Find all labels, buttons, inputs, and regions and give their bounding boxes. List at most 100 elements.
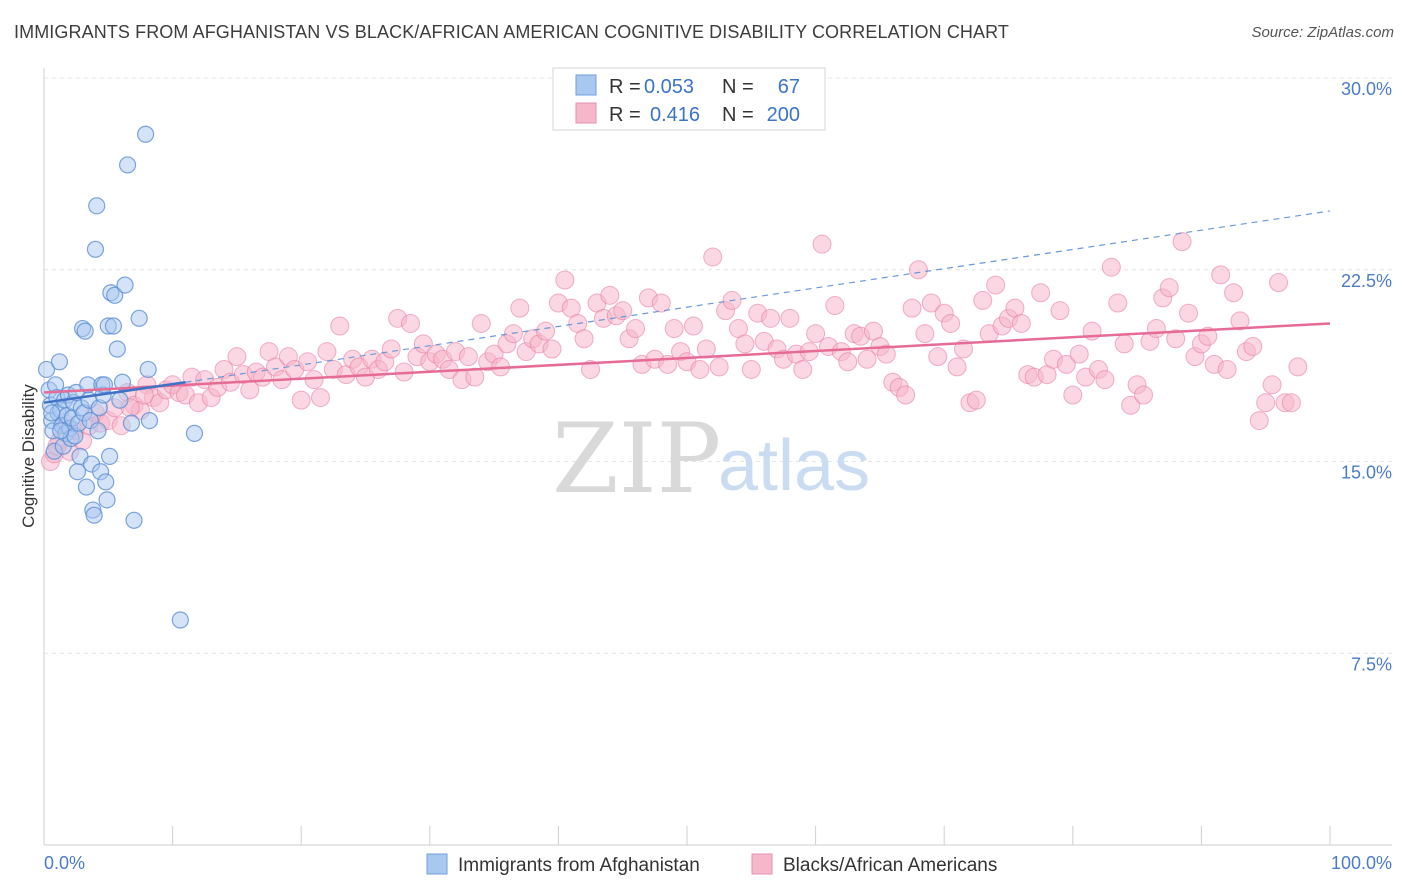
point-afghanistan [111,391,129,409]
point-blacks [1230,311,1250,331]
point-afghanistan [89,422,107,440]
point-blacks [510,298,530,318]
x-tick-label: 100.0% [1331,853,1392,873]
point-blacks [1249,411,1269,431]
point-afghanistan [98,491,116,509]
point-blacks [1095,370,1115,390]
point-blacks [1211,265,1231,285]
bottom-legend-swatch-pink [751,853,773,875]
point-blacks [1050,301,1070,321]
point-afghanistan [185,424,204,442]
point-blacks [683,316,703,336]
watermark-zip: ZIP [552,403,721,515]
point-blacks [1146,319,1166,339]
point-blacks [928,347,948,367]
point-blacks [780,308,800,328]
point-afghanistan [97,473,115,491]
point-blacks [401,313,421,333]
point-blacks [1063,385,1083,405]
point-blacks [806,324,826,344]
point-blacks [613,301,633,321]
point-afghanistan [77,478,96,496]
point-blacks [986,275,1006,295]
point-blacks [1243,336,1263,356]
legend-box [552,67,826,131]
y-tick-label: 7.5% [1351,654,1392,674]
point-afghanistan [140,411,159,430]
point-blacks [1224,283,1244,303]
point-blacks [1069,344,1089,364]
y-tick-labels: 7.5% 15.0% 22.5% 30.0% [1341,79,1392,674]
point-blacks [581,359,601,379]
point-blacks [310,388,330,408]
point-blacks [304,370,324,390]
point-blacks [690,359,710,379]
point-blacks [735,334,755,354]
x-tick-label: 0.0% [44,853,85,873]
point-afghanistan [76,322,94,340]
point-blacks [1262,375,1282,395]
point-afghanistan [122,414,141,432]
point-blacks [1166,329,1186,349]
point-blacks [696,339,716,359]
point-blacks [1256,393,1276,413]
source-credit: Source: ZipAtlas.com [1251,24,1394,41]
correlation-legend: R = 0.053 N = 67 R = 0.416 N = 200 [552,67,826,131]
legend-n-label: N = [722,76,754,98]
point-blacks [966,390,986,410]
point-blacks [458,347,478,367]
point-afghanistan [171,611,189,629]
point-blacks [536,321,556,341]
point-blacks [1134,385,1154,405]
point-blacks [555,270,575,290]
point-blacks [709,357,729,377]
point-blacks [413,334,433,354]
chart-title: IMMIGRANTS FROM AFGHANISTAN VS BLACK/AFR… [14,22,1010,42]
point-afghanistan [104,317,123,335]
legend-n-value: 67 [778,76,800,98]
legend-n-label: N = [722,104,754,126]
point-blacks [1114,334,1134,354]
legend-r-label: R = [609,76,641,98]
point-blacks [381,339,401,359]
point-blacks [921,293,941,313]
point-blacks [227,347,247,367]
point-blacks [741,359,761,379]
point-blacks [1172,232,1192,252]
y-tick-label: 15.0% [1341,463,1392,483]
watermark: ZIP atlas [552,403,870,515]
point-blacks [973,290,993,310]
point-blacks [471,313,491,333]
point-blacks [812,234,832,254]
point-blacks [896,385,916,405]
point-blacks [600,285,620,305]
legend-n-value: 200 [767,104,800,126]
trend-line-afghanistan [43,381,186,404]
point-afghanistan [108,340,126,358]
y-axis-title: Cognitive Disability [19,384,38,528]
y-tick-label: 22.5% [1341,271,1392,291]
point-blacks [941,313,961,333]
point-blacks [1179,303,1199,323]
point-afghanistan [136,125,155,143]
point-afghanistan [43,404,61,422]
point-blacks [1056,354,1076,374]
x-tick-labels: 0.0% 100.0% [44,853,1392,873]
legend-swatch-blue [575,74,597,96]
point-blacks [542,339,562,359]
point-blacks [1281,393,1301,413]
point-afghanistan [100,447,119,465]
point-blacks [1121,395,1141,415]
point-blacks [1217,359,1237,379]
point-blacks [651,293,671,313]
point-afghanistan [88,197,106,215]
point-blacks [626,319,646,339]
trend-line-blacks [43,322,1331,394]
point-blacks [793,359,813,379]
point-blacks [761,308,781,328]
point-blacks [1031,283,1051,303]
point-blacks [1101,257,1121,277]
point-afghanistan [52,422,70,440]
point-afghanistan [86,240,105,258]
point-blacks [1198,326,1218,346]
